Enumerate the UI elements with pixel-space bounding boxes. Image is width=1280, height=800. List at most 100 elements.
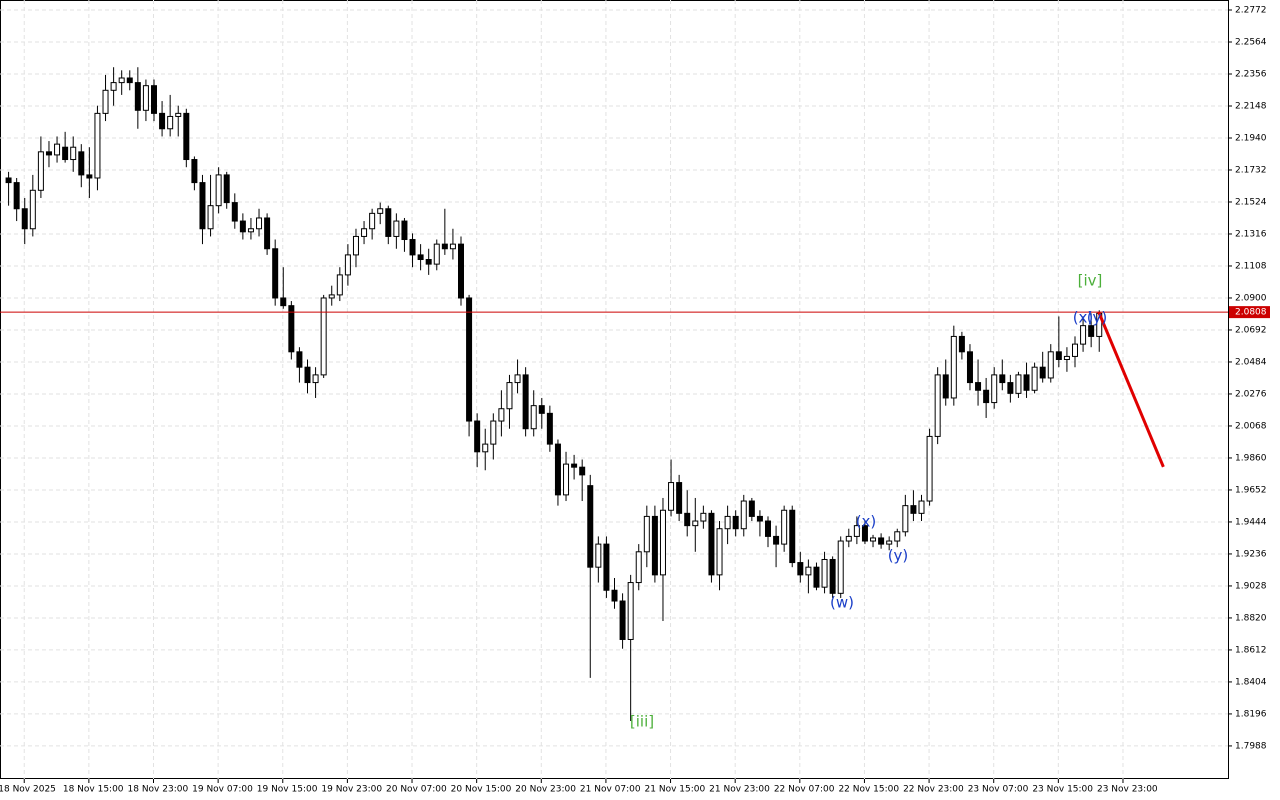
y-tick-label: 1.9444 xyxy=(1235,517,1267,527)
y-tick-label: 1.8612 xyxy=(1235,645,1267,655)
candle-body xyxy=(587,485,594,568)
candle-body xyxy=(86,174,93,179)
candle-body xyxy=(474,420,481,453)
candle-body xyxy=(21,208,28,230)
candle-body xyxy=(934,374,941,437)
candle-body xyxy=(167,115,174,130)
candle-body xyxy=(336,274,343,296)
x-tick-label: 22 Nov 07:00 xyxy=(774,785,835,795)
candle-body xyxy=(829,558,836,594)
candle-body xyxy=(449,243,456,250)
candle-body xyxy=(264,217,271,250)
candle-body xyxy=(393,220,400,237)
y-tick-label: 2.2772 xyxy=(1235,6,1267,16)
candle-body xyxy=(894,531,901,542)
candle-body xyxy=(902,505,909,533)
candle-body xyxy=(272,248,279,299)
candle-body xyxy=(417,254,424,261)
candle-body xyxy=(668,482,675,511)
candle-body xyxy=(312,374,319,384)
x-tick-label: 19 Nov 15:00 xyxy=(257,785,318,795)
x-tick-label: 20 Nov 15:00 xyxy=(451,785,512,795)
candle-body xyxy=(918,500,925,514)
candle-body xyxy=(506,382,513,410)
candle-body xyxy=(498,408,505,422)
x-tick-label: 23 Nov 23:00 xyxy=(1097,785,1158,795)
candle-body xyxy=(765,520,771,537)
candle-body xyxy=(579,466,586,476)
y-tick-label: 2.2356 xyxy=(1235,69,1267,79)
candle-body xyxy=(797,562,804,576)
candle-body xyxy=(490,420,497,445)
candle-body xyxy=(845,535,852,542)
wave-label: [iii] xyxy=(630,713,654,731)
candle-body xyxy=(70,146,77,161)
candle-body xyxy=(563,463,570,496)
candle-body xyxy=(183,112,190,161)
candle-body xyxy=(773,535,780,545)
candle-body xyxy=(352,235,359,256)
candle-body xyxy=(821,558,828,588)
current-price-label: 2.0808 xyxy=(1235,308,1267,318)
y-tick-label: 2.2564 xyxy=(1235,37,1267,47)
candle-body xyxy=(134,82,141,111)
candle-body xyxy=(54,143,61,156)
candle-body xyxy=(433,243,440,265)
candle-body xyxy=(983,389,990,404)
wave-label: (w) xyxy=(830,594,854,612)
candle-body xyxy=(999,374,1006,384)
candle-body xyxy=(619,600,626,640)
x-tick-label: 19 Nov 23:00 xyxy=(321,785,382,795)
candle-body xyxy=(231,202,238,222)
y-tick-label: 2.2148 xyxy=(1235,101,1267,111)
candle-body xyxy=(708,512,715,576)
candle-body xyxy=(62,146,69,161)
candle-body xyxy=(409,239,416,256)
candle-body xyxy=(676,482,683,514)
candle-body xyxy=(288,305,295,353)
candle-body xyxy=(805,566,812,576)
candle-body xyxy=(78,151,85,176)
candle-body xyxy=(1007,382,1014,394)
candle-body xyxy=(102,89,109,114)
y-tick-label: 2.0692 xyxy=(1235,325,1267,335)
candle-body xyxy=(118,77,125,84)
wave-label: [iv] xyxy=(1078,272,1103,290)
candle-body xyxy=(975,382,982,391)
candle-body xyxy=(870,537,877,542)
candle-body xyxy=(482,443,489,453)
candle-body xyxy=(377,208,384,214)
candle-body xyxy=(651,515,658,576)
candle-body xyxy=(684,512,691,527)
current-price-box xyxy=(1229,306,1270,319)
candle-body xyxy=(530,405,537,430)
candle-body xyxy=(724,515,731,530)
x-tick-label: 19 Nov 07:00 xyxy=(192,785,253,795)
candle-body xyxy=(635,551,642,584)
candle-body xyxy=(991,374,998,404)
candle-body xyxy=(756,515,763,522)
candle-body xyxy=(732,515,739,530)
candle-body xyxy=(611,589,618,602)
candle-body xyxy=(813,566,820,588)
y-tick-label: 2.0068 xyxy=(1235,421,1267,431)
candle-body xyxy=(29,189,36,230)
y-tick-label: 1.8196 xyxy=(1235,709,1267,719)
x-tick-label: 21 Nov 23:00 xyxy=(709,785,770,795)
y-tick-label: 1.8404 xyxy=(1235,677,1267,687)
y-tick-label: 2.1316 xyxy=(1235,229,1267,239)
candle-body xyxy=(748,500,755,517)
candle-body xyxy=(385,208,392,237)
candle-body xyxy=(514,374,521,384)
candle-body xyxy=(441,243,448,250)
candle-body xyxy=(256,217,263,230)
candle-body xyxy=(659,509,666,576)
candle-body xyxy=(94,112,101,179)
candle-body xyxy=(199,182,206,230)
candle-body xyxy=(522,374,529,430)
candle-body xyxy=(320,297,327,376)
x-tick-label: 23 Nov 07:00 xyxy=(968,785,1029,795)
candle-body xyxy=(942,374,949,399)
candle-body xyxy=(296,351,303,368)
y-tick-label: 1.9236 xyxy=(1235,549,1267,559)
